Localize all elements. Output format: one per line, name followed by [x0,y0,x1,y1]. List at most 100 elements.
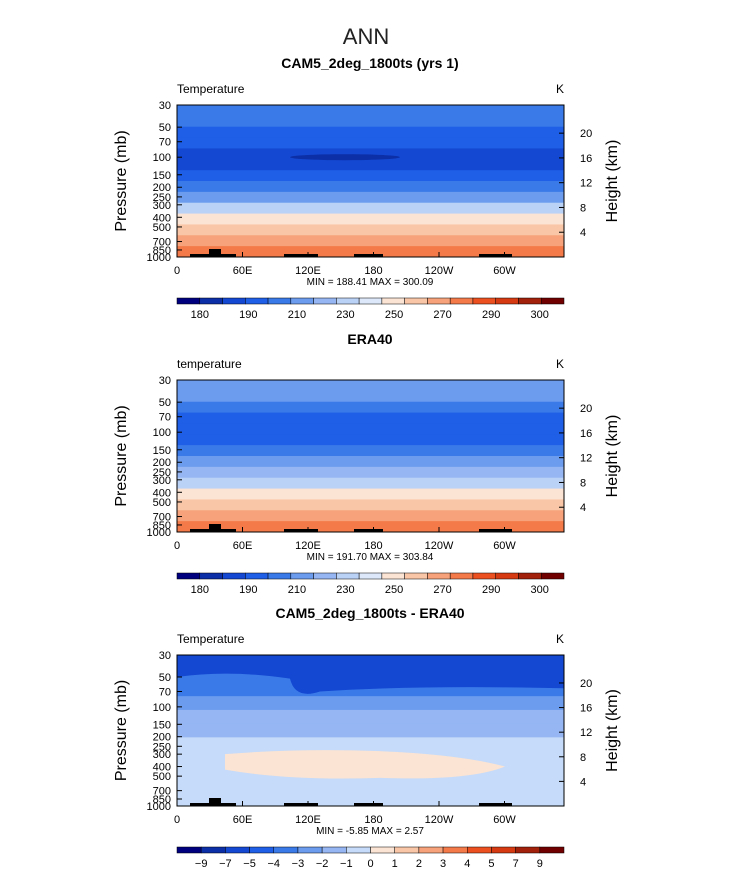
colorbar-swatch [540,572,565,580]
strong-cold-anomaly-region [177,655,564,694]
units-label: K [556,82,564,96]
y-axis-label-right: Height (km) [604,415,621,498]
colorbar-label: 230 [336,584,354,596]
colorbar-label: 270 [433,584,451,596]
x-tick-label: 120W [425,265,454,277]
x-tick-label: 180 [364,265,382,277]
colorbar-label: 0 [367,858,373,870]
height-tick-label: 12 [580,727,592,739]
y-tick-label: 50 [159,672,171,684]
y-tick-label: 500 [153,771,171,783]
contour-band [177,723,564,738]
colorbar-label: 190 [239,584,257,596]
contour-band [177,709,564,725]
colorbar-label: 250 [385,584,403,596]
contour-band [177,737,564,752]
colorbar-label: 5 [488,858,494,870]
height-tick-label: 4 [580,227,586,239]
min-max-stats: MIN = 191.70 MAX = 303.84 [307,552,434,563]
height-tick-label: 12 [580,178,592,190]
contour-band [177,202,564,215]
y-tick-label: 850 [153,520,171,532]
y-tick-label: 300 [153,475,171,487]
colorbar-swatch [381,297,405,305]
colorbar-swatch [358,572,383,580]
contour-band [177,115,564,128]
colorbar-swatch [394,846,420,854]
contour-band [177,445,564,457]
x-tick-label: 180 [364,814,382,826]
y-tick-label: 200 [153,457,171,469]
contour-band [177,181,564,193]
colorbar-swatch [290,297,314,305]
colorbar-swatch [358,297,383,305]
contour-band [177,137,564,149]
surface-topography [284,254,318,257]
colorbar-swatch [495,297,519,305]
colorbar-label: −4 [267,858,280,870]
colorbar-swatch [472,572,496,580]
colorbar-swatch [313,297,337,305]
colorbar-label: −9 [195,858,208,870]
colorbar-swatch [176,846,202,854]
colorbar-label: 290 [482,584,500,596]
y-tick-label: 1000 [147,801,171,813]
contour-band [177,521,564,533]
y-tick-label: 400 [153,762,171,774]
variable-label: temperature [177,357,242,371]
surface-topography [209,798,221,806]
cold-tropopause-patch [290,154,400,161]
colorbar-swatch [346,846,371,854]
x-tick-label: 0 [174,814,180,826]
y-tick-label: 500 [153,222,171,234]
colorbar-label: 300 [531,309,549,321]
colorbar-swatch [404,297,428,305]
colorbar-swatch [467,846,492,854]
x-tick-label: 60E [233,814,253,826]
y-tick-label: 100 [153,702,171,714]
colorbar-label: 190 [239,309,257,321]
surface-topography [479,529,512,532]
x-tick-label: 120E [295,814,321,826]
y-axis-label-right: Height (km) [604,140,621,223]
colorbar-label: 250 [385,309,403,321]
x-tick-label: 60E [233,540,253,552]
surface-topography [479,254,512,257]
y-tick-label: 300 [153,749,171,761]
colorbar-label: −1 [340,858,353,870]
contour-band [177,213,564,225]
contour-band [177,191,564,204]
contour-band [177,380,564,392]
surface-topography [479,803,512,806]
y-tick-label: 30 [159,100,171,112]
contour-band [177,105,564,117]
y-tick-label: 150 [153,719,171,731]
surface-topography [284,529,318,532]
colorbar-swatch [267,297,292,305]
height-tick-label: 20 [580,403,592,415]
contour-band [177,390,564,403]
contour-band [177,246,564,258]
x-tick-label: 60W [493,814,516,826]
panel-title: CAM5_2deg_1800ts (yrs 1) [281,55,458,71]
colorbar-swatch [176,572,201,580]
y-tick-label: 400 [153,212,171,224]
min-max-stats: MIN = 188.41 MAX = 300.09 [307,277,434,288]
colorbar-label: 1 [392,858,398,870]
colorbar-swatch [245,297,269,305]
contour-band [177,159,564,171]
height-tick-label: 8 [580,477,586,489]
contour-band [177,488,564,500]
y-tick-label: 250 [153,741,171,753]
colorbar-label: 2 [416,858,422,870]
colorbar-label: 180 [191,584,209,596]
y-tick-label: 30 [159,375,171,387]
height-tick-label: 20 [580,678,592,690]
surface-topography [209,524,221,532]
plot-frame [176,379,565,533]
x-tick-label: 120E [295,265,321,277]
y-tick-label: 700 [153,237,171,249]
colorbar-label: −2 [316,858,329,870]
